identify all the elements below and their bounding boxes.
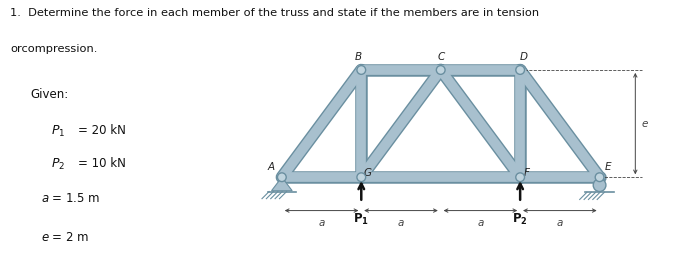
Text: $a$ = 1.5 m: $a$ = 1.5 m [41,192,100,205]
Text: orcompression.: orcompression. [10,44,98,54]
Text: A: A [267,162,274,172]
Text: $a$: $a$ [556,218,564,228]
Text: 1.  Determine the force in each member of the truss and state if the members are: 1. Determine the force in each member of… [10,8,539,18]
Circle shape [278,173,287,182]
Text: = 10 kN: = 10 kN [78,157,126,170]
Text: $e$ = 2 m: $e$ = 2 m [41,231,89,244]
Text: $a$: $a$ [318,218,325,228]
Text: $P_2$: $P_2$ [51,157,65,172]
Circle shape [437,66,445,74]
Text: G: G [364,168,371,178]
Text: = 20 kN: = 20 kN [78,124,126,137]
Text: B: B [354,52,362,62]
Text: $\mathbf{P_2}$: $\mathbf{P_2}$ [512,212,528,227]
Text: F: F [524,168,530,178]
Text: $e$: $e$ [641,119,649,129]
Text: C: C [437,52,444,62]
Text: Given:: Given: [31,88,69,101]
Text: $\mathbf{P_1}$: $\mathbf{P_1}$ [353,212,369,227]
Circle shape [593,179,606,191]
Text: $P_1$: $P_1$ [51,124,65,139]
Circle shape [516,66,524,74]
Circle shape [516,173,524,182]
Circle shape [595,173,604,182]
Circle shape [357,66,366,74]
Text: $a$: $a$ [397,218,405,228]
Circle shape [357,173,366,182]
Text: D: D [520,52,528,62]
Text: $a$: $a$ [477,218,484,228]
Polygon shape [272,177,292,191]
Text: E: E [604,162,611,172]
